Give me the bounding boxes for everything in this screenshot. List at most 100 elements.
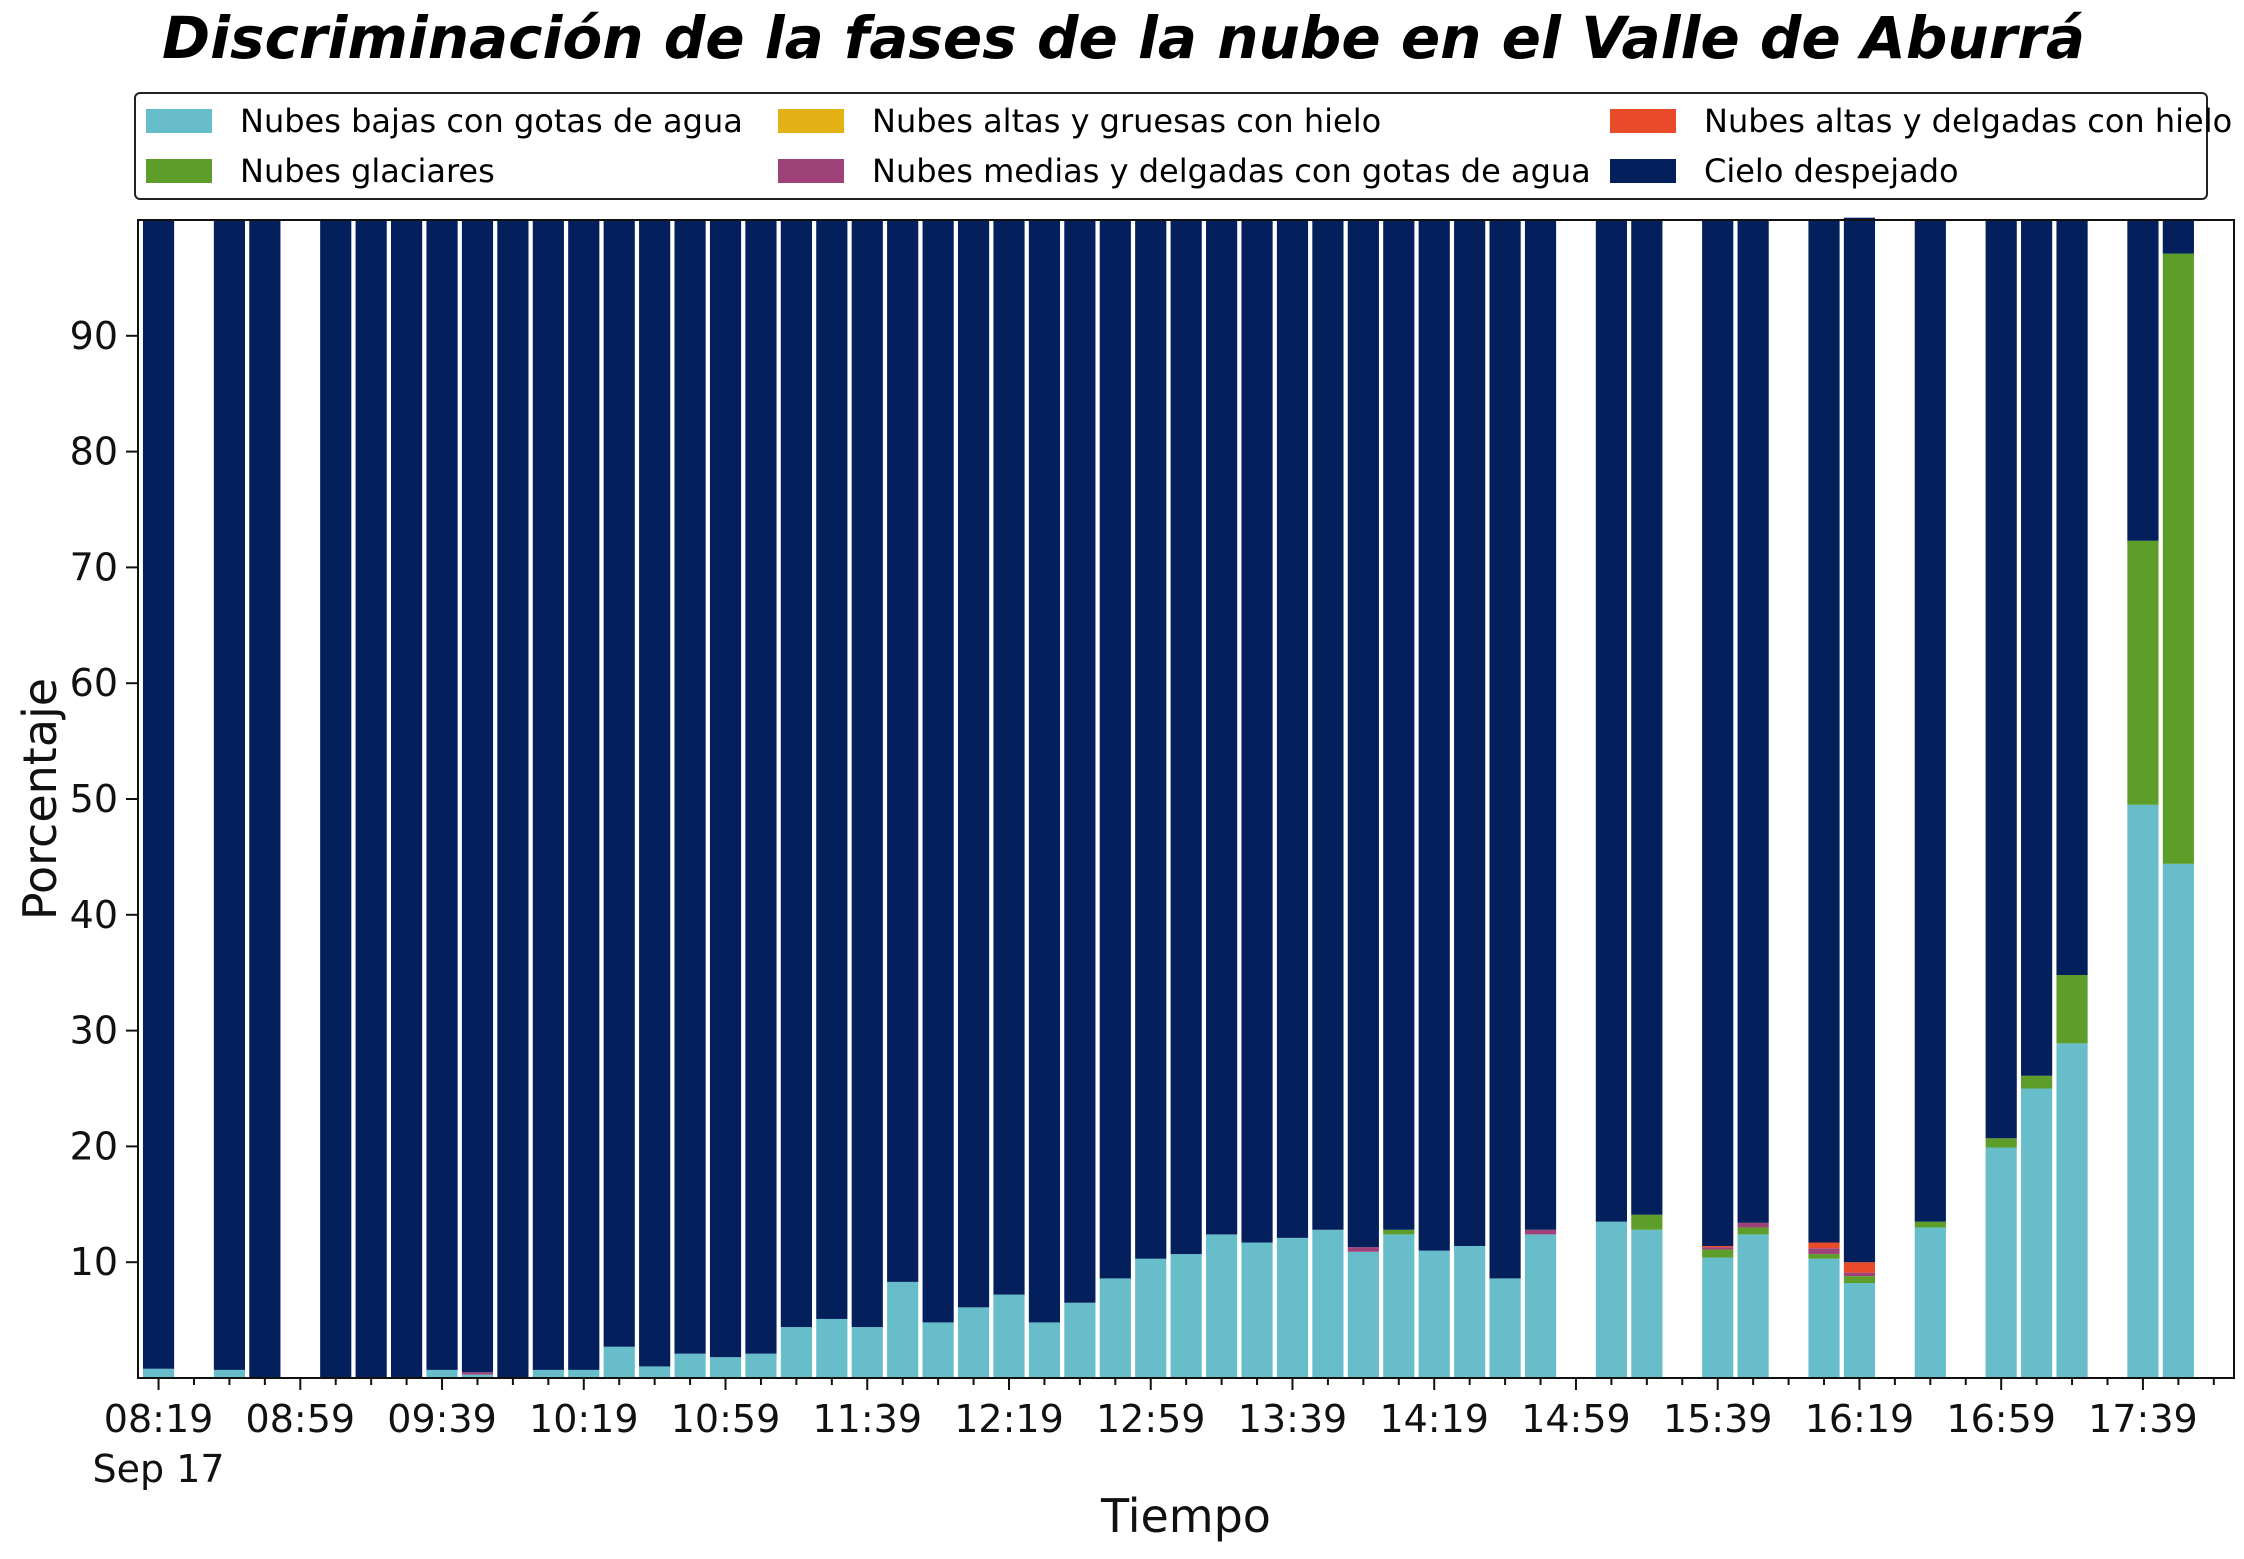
bar-segment-series-0-bar-20 [851, 1327, 883, 1378]
bar-segment-series-0-bar-52 [1985, 1147, 2017, 1378]
bar-segment-series-0-bar-8 [426, 1369, 458, 1378]
legend-swatch-0 [146, 109, 212, 133]
bar-segment-series-0-bar-44 [1702, 1257, 1734, 1378]
bar-segment-series-5-bar-37 [1454, 220, 1486, 1246]
bar-segment-series-5-bar-23 [957, 220, 990, 1308]
bar-segment-series-0-bar-15 [674, 1353, 706, 1378]
bar-segment-series-1-bar-35 [1383, 1229, 1415, 1235]
bar-segment-series-1-bar-56 [2127, 540, 2159, 805]
x-tick-label-11: 15:39 [1663, 1397, 1773, 1441]
bar-segment-series-5-bar-10 [497, 220, 529, 1378]
bar-segment-series-5-bar-32 [1276, 220, 1309, 1238]
bar-segment-series-5-bar-28 [1135, 220, 1167, 1259]
bar-segment-series-0-bar-41 [1595, 1221, 1627, 1378]
y-axis-label: Porcentaje [13, 678, 67, 920]
bar-segment-series-5-bar-9 [461, 220, 494, 1373]
bar-segment-series-3-bar-47 [1808, 1248, 1840, 1255]
bars-group [142, 217, 2194, 1378]
x-axis-label: Tiempo [1100, 1489, 1271, 1543]
legend-label-1: Nubes glaciares [240, 152, 495, 190]
y-tick-label-10: 10 [70, 1240, 118, 1284]
x-tick-label-10: 14:59 [1521, 1397, 1631, 1441]
bar-segment-series-0-bar-24 [993, 1294, 1025, 1378]
x-tick-label-8: 13:39 [1238, 1397, 1348, 1441]
x-tick-label-12: 16:19 [1805, 1397, 1915, 1441]
bar-segment-series-0-bar-33 [1312, 1229, 1344, 1378]
bar-segment-series-1-bar-42 [1631, 1214, 1663, 1230]
bar-segment-series-5-bar-45 [1737, 220, 1769, 1223]
legend-item-2: Nubes altas y gruesas con hielo [778, 96, 1381, 146]
bar-segment-series-0-bar-54 [2056, 1043, 2088, 1378]
bar-segment-series-5-bar-25 [1028, 220, 1061, 1323]
legend-item-4: Nubes altas y delgadas con hielo [1610, 96, 2232, 146]
bar-segment-series-0-bar-21 [887, 1281, 919, 1378]
bar-segment-series-0-bar-11 [532, 1369, 564, 1378]
bar-segment-series-1-bar-44 [1702, 1249, 1734, 1258]
bar-segment-series-0-bar-25 [1028, 1322, 1061, 1378]
bar-segment-series-0-bar-39 [1524, 1234, 1557, 1378]
bar-segment-series-5-bar-47 [1808, 220, 1840, 1243]
bar-segment-series-5-bar-31 [1241, 220, 1273, 1243]
bar-segment-series-0-bar-26 [1064, 1302, 1096, 1378]
legend: Nubes bajas con gotas de agua Nubes glaci… [134, 92, 2232, 200]
bar-segment-series-5-bar-35 [1383, 220, 1415, 1230]
legend-item-1: Nubes glaciares [146, 146, 495, 196]
bar-segment-series-0-bar-17 [745, 1353, 777, 1378]
bar-segment-series-0-bar-56 [2127, 804, 2159, 1378]
bar-segment-series-5-bar-14 [639, 220, 671, 1367]
x-date-label: Sep 17 [93, 1447, 225, 1491]
bar-segment-series-0-bar-38 [1489, 1278, 1521, 1378]
bar-segment-series-5-bar-44 [1702, 220, 1734, 1246]
bar-segment-series-0-bar-47 [1808, 1258, 1840, 1378]
legend-swatch-5 [1610, 159, 1676, 183]
x-tick-label-6: 12:19 [954, 1397, 1064, 1441]
x-tick-label-14: 17:39 [2088, 1397, 2198, 1441]
y-tick-label-20: 20 [70, 1124, 118, 1168]
x-tick-label-9: 14:19 [1379, 1397, 1489, 1441]
bar-segment-series-5-bar-41 [1595, 220, 1627, 1222]
legend-label-5: Cielo despejado [1704, 152, 1959, 190]
bar-segment-series-5-bar-7 [391, 220, 423, 1378]
x-tick-label-5: 11:39 [813, 1397, 923, 1441]
legend-label-0: Nubes bajas con gotas de agua [240, 102, 743, 140]
y-axis: 10 20 30 40 50 60 70 80 90 [70, 314, 138, 1284]
bar-segment-series-5-bar-48 [1843, 217, 1876, 1263]
x-tick-label-3: 10:19 [529, 1397, 639, 1441]
legend-label-4: Nubes altas y delgadas con hielo [1704, 102, 2233, 140]
legend-item-0: Nubes bajas con gotas de agua [146, 96, 743, 146]
bar-segment-series-5-bar-24 [993, 220, 1025, 1295]
bar-segment-series-0-bar-50 [1914, 1227, 1946, 1378]
bar-segment-series-5-bar-21 [887, 220, 919, 1282]
bar-segment-series-3-bar-48 [1843, 1272, 1876, 1277]
bar-segment-series-5-bar-0 [142, 220, 175, 1369]
x-axis: 08:19 08:59 09:39 10:19 10:59 11:39 12:19 12:59… [93, 1378, 2215, 1491]
bar-segment-series-1-bar-53 [2021, 1075, 2053, 1089]
bar-segment-series-5-bar-56 [2127, 220, 2159, 541]
bar-segment-series-0-bar-31 [1241, 1242, 1273, 1378]
y-tick-label-40: 40 [70, 893, 118, 937]
bar-segment-series-3-bar-9 [461, 1372, 494, 1375]
y-tick-label-50: 50 [70, 777, 118, 821]
bar-segment-series-1-bar-57 [2162, 253, 2194, 864]
legend-swatch-1 [146, 159, 212, 183]
x-tick-label-2: 09:39 [387, 1397, 497, 1441]
bar-segment-series-3-bar-44 [1702, 1247, 1734, 1250]
bar-segment-series-5-bar-57 [2162, 220, 2194, 254]
bar-segment-series-5-bar-3 [249, 220, 281, 1378]
bar-segment-series-0-bar-27 [1099, 1278, 1131, 1378]
bar-segment-series-5-bar-19 [816, 220, 848, 1319]
bar-segment-series-5-bar-18 [780, 220, 812, 1328]
bar-segment-series-0-bar-53 [2021, 1088, 2053, 1378]
bar-segment-series-5-bar-22 [922, 220, 954, 1323]
bar-segment-series-0-bar-13 [603, 1346, 635, 1378]
legend-label-3: Nubes medias y delgadas con gotas de agu… [872, 152, 1591, 190]
bar-segment-series-0-bar-0 [142, 1368, 175, 1378]
bar-segment-series-5-bar-8 [426, 220, 458, 1370]
bar-segment-series-5-bar-34 [1347, 220, 1379, 1248]
bar-segment-series-1-bar-52 [1985, 1138, 2017, 1148]
x-tick-label-13: 16:59 [1946, 1397, 2056, 1441]
bar-segment-series-5-bar-17 [745, 220, 777, 1354]
bar-segment-series-1-bar-50 [1914, 1221, 1946, 1228]
bar-segment-series-0-bar-22 [922, 1322, 954, 1378]
